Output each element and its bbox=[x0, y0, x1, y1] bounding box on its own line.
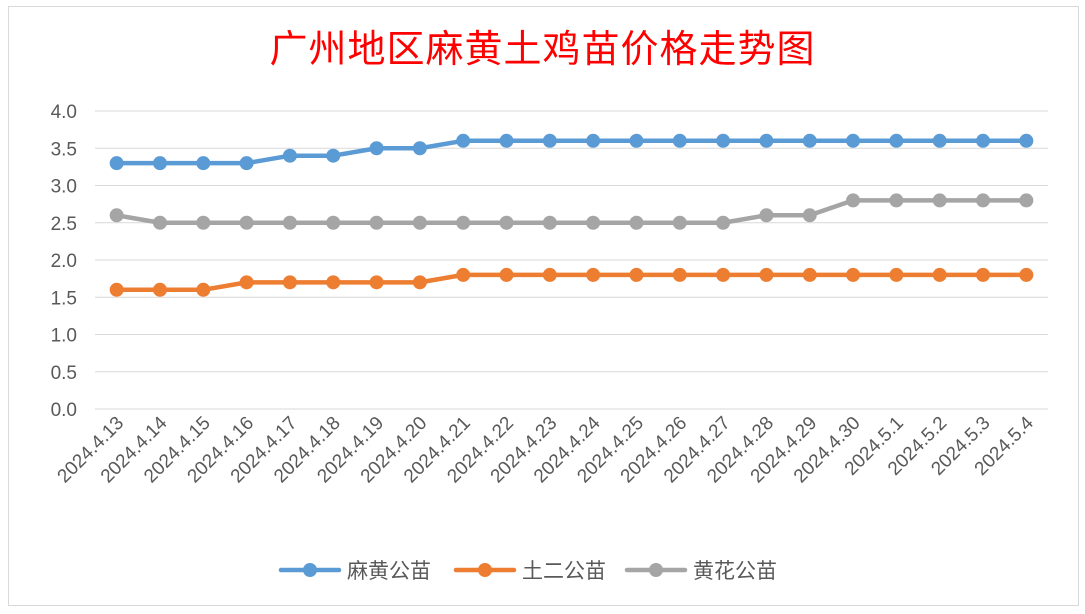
data-point bbox=[152, 156, 167, 171]
data-point bbox=[629, 267, 644, 282]
data-point bbox=[889, 133, 904, 148]
data-point bbox=[369, 275, 384, 290]
data-point bbox=[196, 282, 211, 297]
data-point bbox=[412, 141, 427, 156]
y-tick-label: 1.0 bbox=[51, 326, 77, 347]
y-tick-label: 2.0 bbox=[51, 251, 77, 272]
data-point bbox=[239, 215, 254, 230]
data-point bbox=[932, 133, 947, 148]
data-point bbox=[542, 215, 557, 230]
data-point bbox=[326, 215, 341, 230]
data-point bbox=[672, 267, 687, 282]
data-point bbox=[109, 282, 124, 297]
chart-frame bbox=[8, 6, 1079, 606]
data-point bbox=[282, 275, 297, 290]
data-point bbox=[152, 282, 167, 297]
data-point bbox=[196, 215, 211, 230]
data-point bbox=[846, 133, 861, 148]
data-point bbox=[499, 133, 514, 148]
data-point bbox=[412, 215, 427, 230]
data-point bbox=[586, 267, 601, 282]
data-point bbox=[109, 156, 124, 171]
data-point bbox=[976, 133, 991, 148]
data-point bbox=[629, 133, 644, 148]
data-point bbox=[629, 215, 644, 230]
data-point bbox=[109, 208, 124, 223]
legend-swatch-marker bbox=[303, 563, 317, 577]
series-line bbox=[114, 272, 1029, 293]
data-point bbox=[846, 193, 861, 208]
data-point bbox=[369, 215, 384, 230]
data-point bbox=[499, 215, 514, 230]
data-point bbox=[976, 267, 991, 282]
data-point bbox=[759, 133, 774, 148]
legend-label: 黄花公苗 bbox=[693, 559, 777, 583]
legend-swatch-marker bbox=[478, 563, 492, 577]
data-point bbox=[802, 208, 817, 223]
data-point bbox=[759, 267, 774, 282]
data-point bbox=[196, 156, 211, 171]
data-point bbox=[716, 215, 731, 230]
data-point bbox=[369, 141, 384, 156]
legend-label: 土二公苗 bbox=[522, 559, 606, 583]
data-point bbox=[456, 267, 471, 282]
y-tick-label: 3.0 bbox=[51, 177, 77, 198]
data-point bbox=[456, 215, 471, 230]
data-point bbox=[932, 267, 947, 282]
series-line bbox=[114, 138, 1029, 166]
legend-swatch-marker bbox=[649, 563, 663, 577]
data-point bbox=[586, 133, 601, 148]
data-point bbox=[672, 133, 687, 148]
data-point bbox=[672, 215, 687, 230]
data-point bbox=[326, 275, 341, 290]
data-point bbox=[759, 208, 774, 223]
data-point bbox=[542, 267, 557, 282]
legend-label: 麻黄公苗 bbox=[347, 559, 431, 583]
data-point bbox=[586, 215, 601, 230]
data-point bbox=[932, 193, 947, 208]
data-point bbox=[976, 193, 991, 208]
y-tick-label: 4.0 bbox=[51, 102, 77, 123]
data-point bbox=[152, 215, 167, 230]
y-tick-label: 2.5 bbox=[51, 214, 77, 235]
data-point bbox=[802, 267, 817, 282]
data-point bbox=[802, 133, 817, 148]
data-point bbox=[282, 148, 297, 163]
data-point bbox=[499, 267, 514, 282]
y-tick-label: 1.5 bbox=[51, 288, 77, 309]
data-point bbox=[846, 267, 861, 282]
data-point bbox=[1019, 193, 1034, 208]
data-point bbox=[716, 133, 731, 148]
data-point bbox=[282, 215, 297, 230]
data-point bbox=[239, 156, 254, 171]
data-point bbox=[1019, 267, 1034, 282]
data-point bbox=[889, 193, 904, 208]
data-point bbox=[889, 267, 904, 282]
y-tick-label: 3.5 bbox=[51, 139, 77, 160]
data-point bbox=[542, 133, 557, 148]
y-tick-label: 0.0 bbox=[51, 400, 77, 421]
data-point bbox=[456, 133, 471, 148]
series-line bbox=[114, 198, 1029, 225]
data-point bbox=[412, 275, 427, 290]
data-point bbox=[239, 275, 254, 290]
data-point bbox=[326, 148, 341, 163]
data-point bbox=[1019, 133, 1034, 148]
y-tick-label: 0.5 bbox=[51, 363, 77, 384]
data-point bbox=[716, 267, 731, 282]
chart-title: 广州地区麻黄土鸡苗价格走势图 bbox=[269, 27, 816, 71]
